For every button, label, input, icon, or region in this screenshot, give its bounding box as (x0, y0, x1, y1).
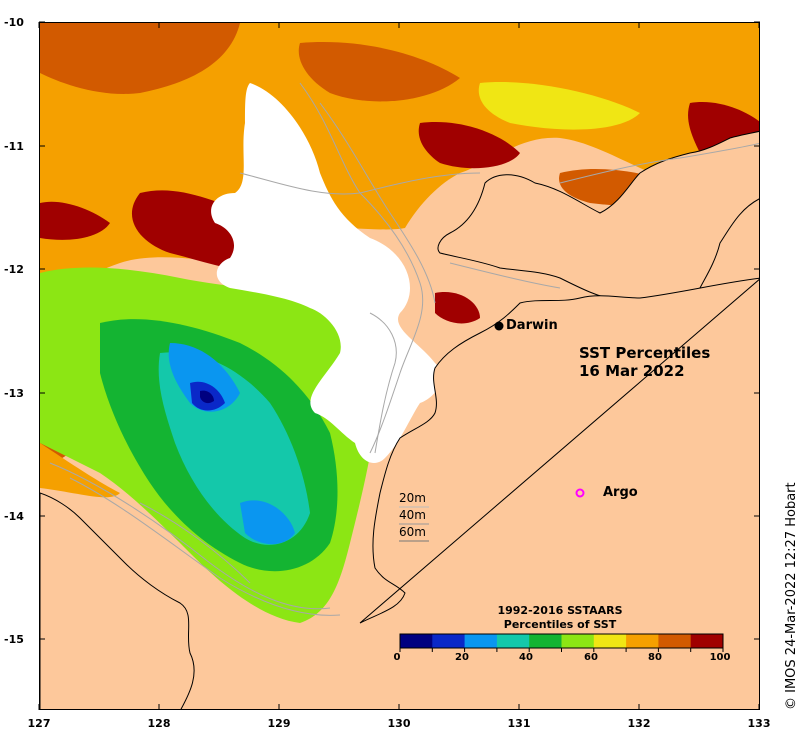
map-title-line1: SST Percentiles (579, 344, 711, 362)
darwin-marker (494, 321, 504, 331)
y-tick-label: -15 (4, 633, 24, 646)
colorbar-swatch (658, 634, 692, 648)
depth-label-40m: 40m (399, 508, 426, 522)
colorbar-tick-label: 40 (519, 652, 533, 663)
copyright-notice: © IMOS 24-Mar-2022 12:27 Hobart (784, 482, 799, 710)
y-tick-label: -12 (4, 263, 24, 276)
colorbar-swatch (593, 634, 627, 648)
colorbar-outline (399, 633, 724, 649)
colorbar-tick-label: 100 (709, 652, 731, 663)
x-tick-label: 130 (387, 717, 411, 730)
colorbar-tick-label: 20 (455, 652, 469, 663)
argo-label: Argo (603, 485, 638, 500)
bathymetry-contours (49, 82, 759, 616)
x-tick-label: 133 (747, 717, 771, 730)
sst-field (40, 23, 759, 623)
sst-region-lightblue (168, 343, 240, 412)
sst-region-navy (200, 390, 214, 404)
y-tick-label: -14 (4, 510, 24, 523)
cloud-no-data (211, 83, 442, 463)
colorbar-swatch (496, 634, 530, 648)
sst-map (39, 22, 760, 710)
y-tick-label: -13 (4, 387, 24, 400)
sst-region-brown-2 (298, 42, 460, 102)
x-tick-label: 132 (627, 717, 651, 730)
colorbar-swatch (561, 634, 595, 648)
sst-region-orange-south (40, 443, 120, 498)
sst-region-red-2 (418, 122, 520, 169)
depth-label-20m: 20m (399, 491, 426, 505)
colorbar-title-line2: Percentiles of SST (503, 618, 617, 631)
colorbar-swatch (464, 634, 498, 648)
coastline (40, 130, 759, 709)
y-tick-label: -11 (4, 140, 24, 153)
x-tick-label: 131 (507, 717, 531, 730)
sst-region-yellow-1 (478, 82, 640, 130)
argo-marker (575, 488, 585, 498)
colorbar-tick-label: 60 (584, 652, 598, 663)
colorbar-tick-label: 0 (393, 652, 401, 663)
colorbar-swatch (626, 634, 659, 648)
x-tick-label: 129 (267, 717, 291, 730)
sst-region-red-6 (435, 292, 480, 324)
darwin-label: Darwin (506, 318, 558, 333)
y-tick-label: -10 (4, 16, 24, 29)
colorbar-tick-label: 80 (648, 652, 662, 663)
sst-region-red-3 (40, 201, 110, 240)
sst-region-lightblue-2 (240, 500, 295, 545)
x-tick-label: 127 (27, 717, 51, 730)
land-mainland (40, 277, 759, 709)
colorbar-swatch (400, 634, 433, 648)
map-title-line2: 16 Mar 2022 (579, 362, 685, 380)
colorbar-swatches (399, 634, 724, 652)
colorbar-swatch (690, 634, 724, 648)
colorbar-swatch (432, 634, 466, 648)
depth-label-60m: 60m (399, 525, 426, 539)
colorbar-title-line1: 1992-2016 SSTAARS (497, 604, 623, 617)
x-tick-label: 128 (147, 717, 171, 730)
sst-region-brown-1 (40, 23, 240, 94)
colorbar-swatch (529, 634, 562, 648)
